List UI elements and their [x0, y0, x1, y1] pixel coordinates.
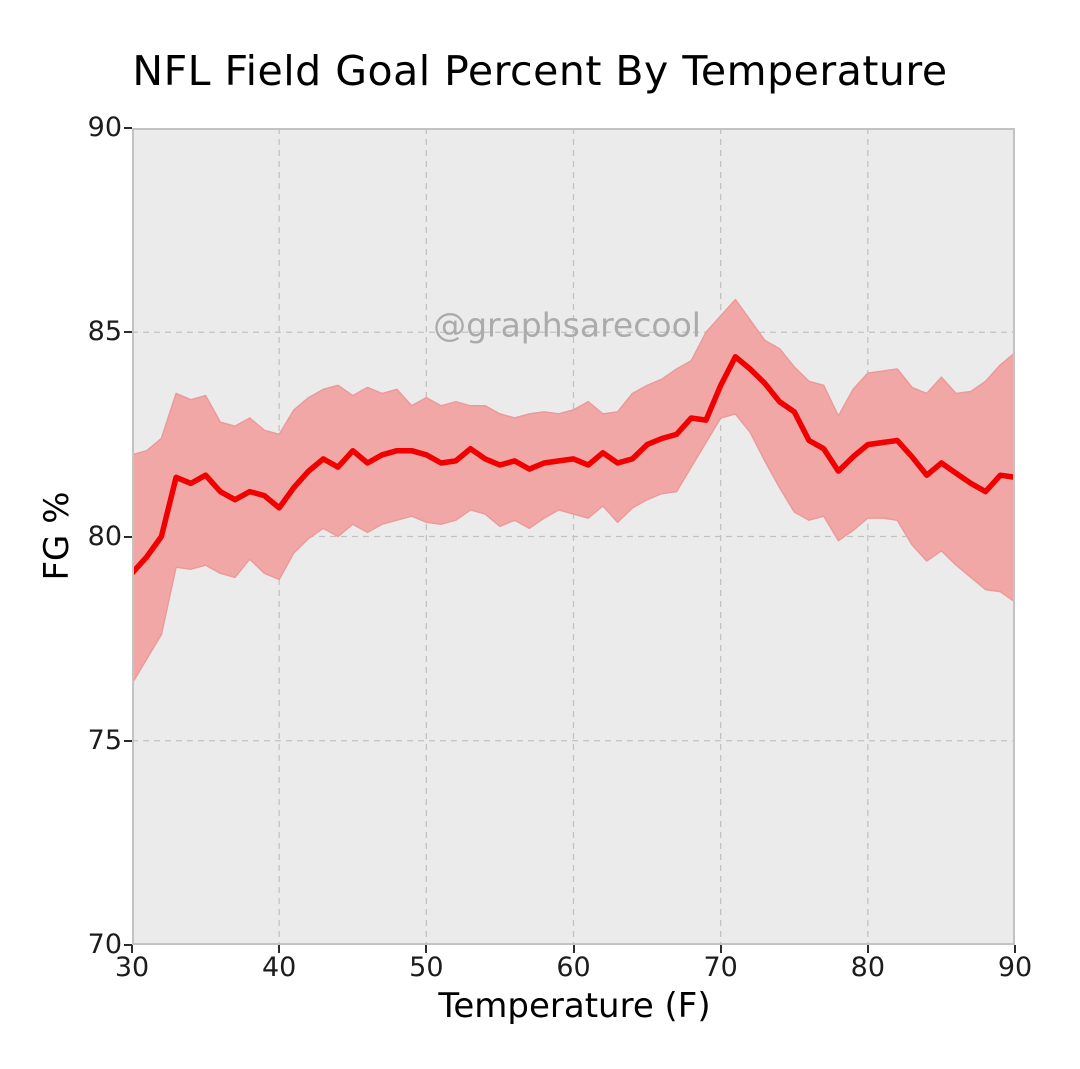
y-tick-label: 85	[87, 316, 122, 348]
x-tick-label: 30	[114, 952, 150, 983]
fg-percent-line	[132, 354, 1015, 576]
plot-border	[132, 128, 1015, 945]
x-tick-label: 50	[409, 952, 444, 983]
y-tick-label: 90	[87, 112, 122, 143]
chart-title: NFL Field Goal Percent By Temperature	[132, 47, 948, 95]
x-tick-mark	[425, 945, 428, 953]
plot-area: @graphsarecool	[132, 128, 1015, 945]
x-tick-label: 80	[850, 952, 885, 983]
y-tick-mark	[124, 739, 132, 742]
chart-canvas	[132, 128, 1015, 945]
x-tick-label: 60	[556, 952, 591, 983]
confidence-band	[132, 298, 1015, 685]
x-tick-mark	[572, 945, 575, 953]
x-tick-mark	[1014, 945, 1016, 953]
x-tick-label: 40	[261, 952, 297, 983]
y-tick-label: 80	[87, 520, 122, 552]
y-tick-mark	[124, 944, 132, 946]
y-tick-label: 75	[87, 724, 122, 756]
x-tick-label: 70	[703, 952, 738, 983]
x-axis-title: Temperature (F)	[438, 986, 711, 1026]
x-tick-label: 90	[997, 952, 1033, 983]
x-tick-mark	[866, 945, 869, 953]
x-tick-mark	[278, 945, 281, 953]
x-tick-mark	[131, 945, 133, 953]
y-tick-mark	[124, 535, 132, 538]
y-tick-mark	[124, 127, 132, 129]
y-tick-label: 70	[87, 929, 122, 960]
y-tick-mark	[124, 331, 132, 334]
x-tick-mark	[719, 945, 722, 953]
